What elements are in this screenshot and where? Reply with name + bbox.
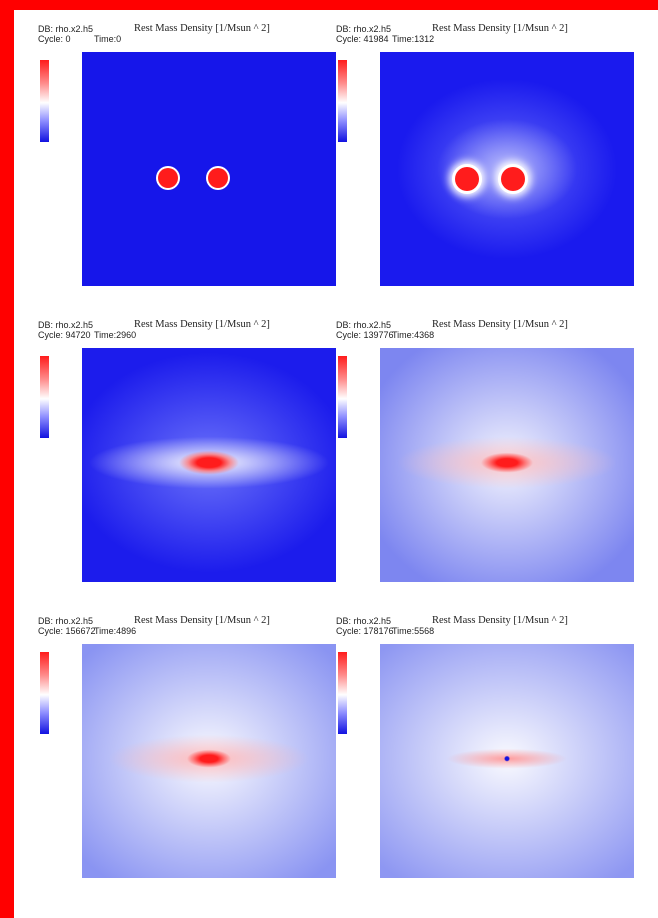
plot-title: Rest Mass Density [1/Msun ^ 2] bbox=[432, 23, 568, 34]
panel-6: DB: rho.x2.h5 Cycle: 178176 Time:5568 Re… bbox=[336, 615, 636, 908]
colorbar-legend bbox=[38, 348, 78, 456]
colorbar-legend bbox=[38, 52, 78, 160]
db-label: DB: rho.x2.h5 bbox=[336, 24, 392, 34]
time-label: Time:4368 bbox=[392, 330, 435, 340]
colorbar bbox=[338, 356, 347, 438]
colorbar-legend bbox=[38, 644, 78, 752]
db-label: DB: rho.x2.h5 bbox=[336, 320, 392, 330]
time-label: Time:5568 bbox=[392, 626, 435, 636]
plot-title: Rest Mass Density [1/Msun ^ 2] bbox=[432, 319, 568, 330]
cycle-label: Cycle: 94720 bbox=[38, 330, 91, 340]
cycle-label: Cycle: 156672 bbox=[38, 626, 96, 636]
panel-5: DB: rho.x2.h5 Cycle: 156672 Time:4896 Re… bbox=[38, 615, 338, 908]
cycle-label: Cycle: 139776 bbox=[336, 330, 394, 340]
colorbar-legend bbox=[336, 348, 376, 456]
plot-title: Rest Mass Density [1/Msun ^ 2] bbox=[134, 615, 270, 626]
cycle-label: Cycle: 178176 bbox=[336, 626, 394, 636]
colorbar bbox=[40, 356, 49, 438]
colorbar bbox=[40, 60, 49, 142]
star-right bbox=[501, 167, 525, 191]
db-label: DB: rho.x2.h5 bbox=[38, 24, 94, 34]
db-label: DB: rho.x2.h5 bbox=[336, 616, 392, 626]
cycle-label: Cycle: 0 bbox=[38, 34, 71, 44]
time-label: Time:2960 bbox=[94, 330, 137, 340]
top-border bbox=[0, 0, 658, 10]
density-plot bbox=[82, 348, 336, 582]
plot-title: Rest Mass Density [1/Msun ^ 2] bbox=[134, 319, 270, 330]
density-plot bbox=[380, 348, 634, 582]
db-label: DB: rho.x2.h5 bbox=[38, 320, 94, 330]
colorbar bbox=[338, 652, 347, 734]
star-right bbox=[208, 168, 228, 188]
panel-3: DB: rho.x2.h5 Cycle: 94720 Time:2960 Res… bbox=[38, 319, 338, 612]
time-label: Time:4896 bbox=[94, 626, 137, 636]
panel-1: DB: rho.x2.h5 Cycle: 0 Time:0 Rest Mass … bbox=[38, 23, 338, 316]
cycle-label: Cycle: 41984 bbox=[336, 34, 389, 44]
panel-2: DB: rho.x2.h5 Cycle: 41984 Time:1312 Res… bbox=[336, 23, 636, 316]
plot-title: Rest Mass Density [1/Msun ^ 2] bbox=[134, 23, 270, 34]
colorbar-legend bbox=[336, 52, 376, 160]
colorbar bbox=[40, 652, 49, 734]
star-left bbox=[455, 167, 479, 191]
density-plot bbox=[380, 52, 634, 286]
density-plot bbox=[82, 644, 336, 878]
density-plot bbox=[82, 52, 336, 286]
db-label: DB: rho.x2.h5 bbox=[38, 616, 94, 626]
panel-4: DB: rho.x2.h5 Cycle: 139776 Time:4368 Re… bbox=[336, 319, 636, 612]
plot-title: Rest Mass Density [1/Msun ^ 2] bbox=[432, 615, 568, 626]
time-label: Time:0 bbox=[94, 34, 122, 44]
star-left bbox=[158, 168, 178, 188]
figure-sheet: DB: rho.x2.h5 Cycle: 0 Time:0 Rest Mass … bbox=[14, 10, 658, 918]
colorbar bbox=[338, 60, 347, 142]
colorbar-legend bbox=[336, 644, 376, 752]
time-label: Time:1312 bbox=[392, 34, 435, 44]
density-plot bbox=[380, 644, 634, 878]
